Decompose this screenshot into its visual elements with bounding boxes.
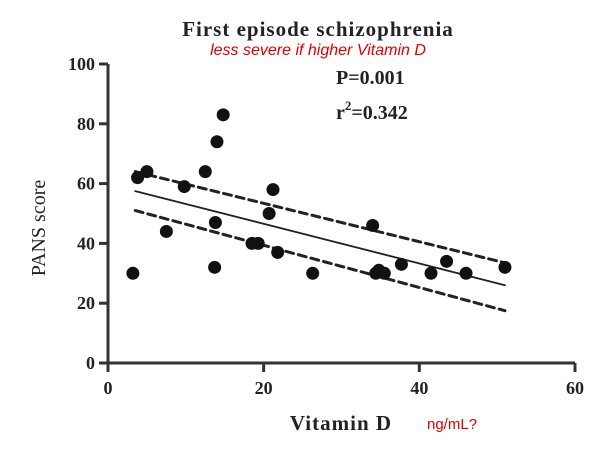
data-point bbox=[198, 165, 212, 179]
r-squared-prefix: r bbox=[336, 102, 345, 124]
data-point bbox=[216, 108, 230, 122]
axes: 0 20 40 60 80 100 0 20 40 60 bbox=[68, 54, 584, 398]
confidence-band-upper bbox=[133, 170, 507, 265]
y-tick-label: 100 bbox=[68, 54, 95, 74]
y-tick-label: 40 bbox=[77, 233, 95, 253]
data-point bbox=[271, 245, 285, 259]
x-tick-label: 40 bbox=[410, 378, 428, 398]
x-tick-label: 20 bbox=[255, 378, 273, 398]
confidence-band-lower bbox=[133, 209, 507, 313]
x-tick-label: 0 bbox=[104, 378, 113, 398]
data-point bbox=[208, 260, 222, 274]
y-axis-label: PANS score bbox=[28, 180, 50, 277]
y-tick-label: 60 bbox=[77, 174, 95, 194]
x-axis-label: Vitamin D bbox=[290, 411, 392, 435]
data-points bbox=[126, 108, 512, 280]
y-tick-label: 20 bbox=[77, 293, 95, 313]
data-point bbox=[394, 257, 408, 271]
data-point bbox=[159, 224, 173, 238]
data-point bbox=[424, 266, 438, 280]
r-squared-exponent: 2 bbox=[345, 98, 352, 113]
y-tick-label: 0 bbox=[86, 353, 95, 373]
data-point bbox=[440, 254, 454, 268]
regression-lines bbox=[133, 170, 507, 313]
data-point bbox=[126, 266, 140, 280]
y-tick-label: 80 bbox=[77, 114, 95, 134]
data-point bbox=[262, 207, 276, 220]
p-value-label: P=0.001 bbox=[336, 67, 405, 89]
data-point bbox=[306, 266, 320, 280]
x-tick-label: 60 bbox=[566, 378, 584, 398]
data-point bbox=[131, 171, 145, 185]
data-point bbox=[177, 180, 191, 194]
regression-line bbox=[134, 190, 506, 287]
data-point bbox=[266, 183, 280, 197]
data-point bbox=[210, 135, 224, 149]
chart-subtitle: less severe if higher Vitamin D bbox=[210, 42, 426, 59]
data-point bbox=[377, 266, 391, 280]
data-point bbox=[498, 260, 512, 274]
chart-title: First episode schizophrenia bbox=[182, 17, 454, 41]
data-point bbox=[251, 236, 265, 250]
data-point bbox=[459, 266, 473, 280]
data-point bbox=[140, 165, 154, 179]
x-axis-unit-note: ng/mL? bbox=[427, 416, 477, 433]
r-squared-value: =0.342 bbox=[351, 102, 407, 124]
data-point bbox=[366, 218, 380, 232]
data-point bbox=[208, 215, 222, 229]
r-squared-label: r2=0.342 bbox=[336, 98, 408, 124]
